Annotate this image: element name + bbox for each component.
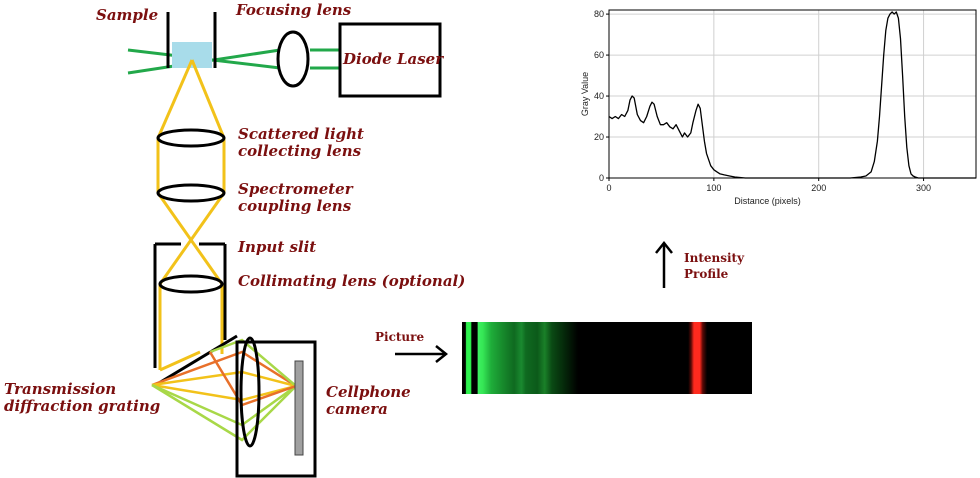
label-spectrometer-line1: Spectrometer	[238, 180, 353, 198]
label-transmission-line2: diffraction grating	[4, 397, 161, 415]
input-slit-housing	[153, 242, 227, 368]
label-spectrometer: Spectrometer coupling lens	[238, 181, 353, 215]
label-scattered-light: Scattered light collecting lens	[238, 126, 364, 160]
x-tick-label: 0	[606, 183, 611, 193]
label-diode-laser: Diode Laser	[343, 50, 444, 68]
label-sample: Sample	[96, 6, 159, 24]
label-cellphone-line1: Cellphone	[326, 383, 411, 401]
intensity-arrow	[655, 240, 673, 288]
cellphone-camera-box	[235, 340, 317, 478]
y-tick-label: 0	[599, 173, 604, 183]
spectrometer-coupling-lens	[156, 183, 226, 203]
label-focusing-lens: Focusing lens	[236, 1, 352, 19]
y-axis-label: Gray Value	[580, 72, 590, 116]
focusing-lens	[276, 30, 310, 88]
label-intensity-line2: Profile	[684, 267, 729, 281]
label-intensity-profile: Intensity Profile	[684, 250, 744, 282]
y-tick-label: 40	[594, 91, 604, 101]
x-tick-label: 100	[706, 183, 721, 193]
diffraction-grating	[153, 334, 238, 388]
picture-arrow	[395, 345, 449, 363]
scattered-light-collecting-lens	[156, 128, 226, 148]
label-spectrometer-line2: coupling lens	[238, 197, 352, 215]
intensity-profile-chart: 0 100 200 300 0 20 40 60 80 Distance (pixels) Gray…	[580, 9, 977, 206]
diode-laser-box	[338, 22, 442, 98]
intensity-series-line	[608, 11, 976, 179]
y-tick-label: 20	[594, 132, 604, 142]
plot-frame	[608, 9, 977, 179]
camera-lens	[239, 336, 261, 448]
x-tick-label: 300	[916, 183, 931, 193]
sample-cuvette	[166, 12, 217, 68]
scattered-light-rays	[156, 59, 226, 372]
label-transmission-line1: Transmission	[4, 380, 117, 398]
camera-sensor	[294, 360, 304, 456]
label-intensity-line1: Intensity	[684, 251, 745, 265]
x-tick-label: 200	[811, 183, 826, 193]
collimating-lens	[158, 274, 224, 294]
label-transmission-grating: Transmission diffraction grating	[4, 381, 160, 415]
label-input-slit: Input slit	[238, 238, 317, 256]
dispersed-rays	[151, 338, 297, 442]
label-cellphone-line2: camera	[326, 400, 388, 418]
label-scattered-line1: Scattered light	[238, 125, 364, 143]
label-cellphone-camera: Cellphone camera	[326, 384, 411, 418]
label-scattered-line2: collecting lens	[238, 142, 362, 160]
y-tick-label: 60	[594, 50, 604, 60]
y-tick-label: 80	[594, 9, 604, 19]
spectrum-image	[462, 322, 752, 394]
x-axis-label: Distance (pixels)	[734, 196, 801, 206]
label-collimating-lens: Collimating lens (optional)	[238, 272, 466, 290]
label-picture: Picture	[375, 330, 425, 344]
